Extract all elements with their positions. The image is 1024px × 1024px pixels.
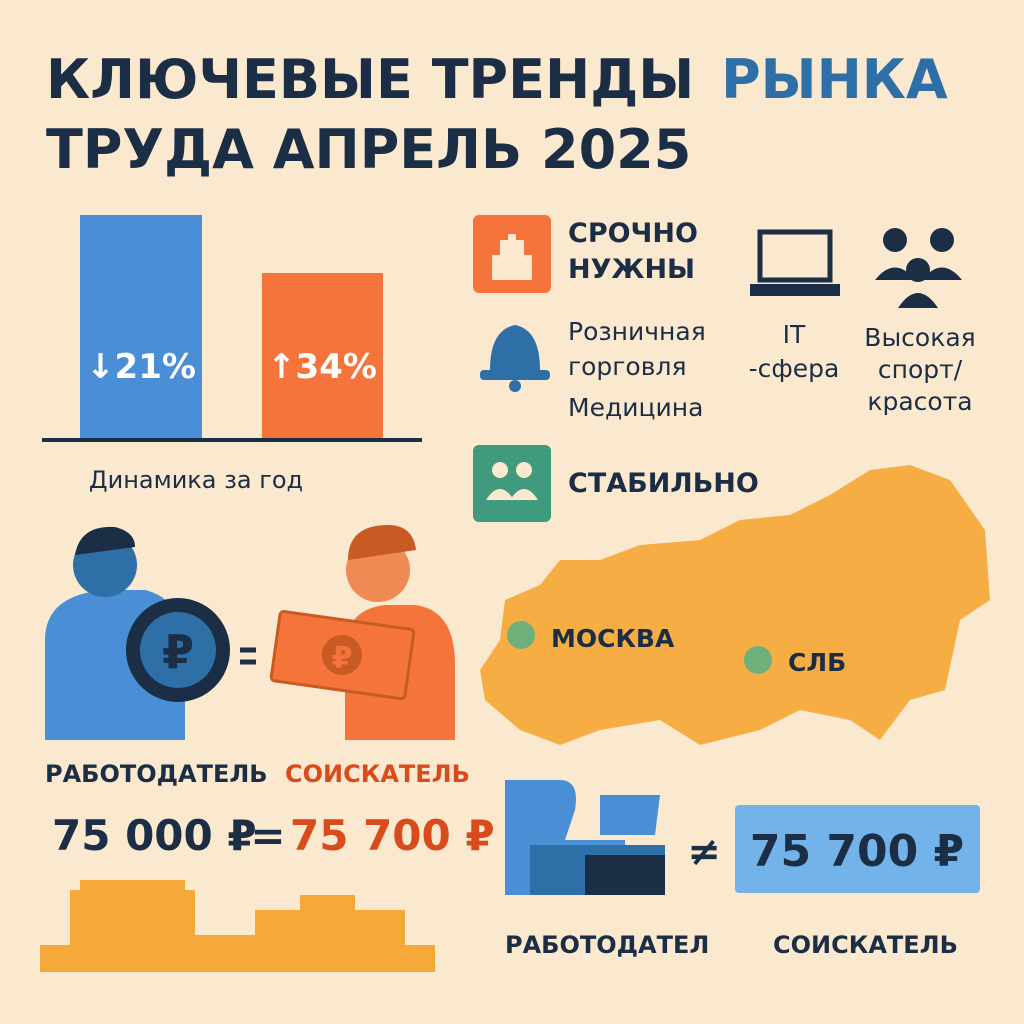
employer-amount: 75 000 ₽	[52, 811, 257, 860]
employer-label: РАБОТОДАТЕЛ	[505, 931, 709, 959]
equals-sign: =	[250, 811, 285, 860]
seeker-label: СОИСКАТЕЛЬ	[773, 931, 958, 959]
people-illustration: ₽ ₽	[45, 525, 455, 740]
sector-line: Медицина	[568, 393, 703, 422]
stable-icon	[473, 445, 551, 522]
urgent-title: НУЖНЫ	[568, 254, 695, 285]
urgent-title: СРОЧНО	[568, 218, 698, 249]
map-russia	[480, 465, 990, 745]
sector-line: Розничная	[568, 317, 706, 346]
seeker-label: СОИСКАТЕЛЬ	[285, 760, 470, 788]
bar-label: ↓21%	[86, 347, 196, 387]
bag-glyph	[492, 234, 532, 280]
city-dot	[744, 646, 772, 674]
not-equal-sign: ≠	[687, 829, 721, 875]
employer-label: РАБОТОДАТЕЛЬ	[45, 760, 268, 788]
title: КЛЮЧЕВЫЕ ТРЕНДЫ РЫНКА	[46, 48, 948, 111]
desk-illustration	[505, 780, 665, 895]
mismatch-amount: 75 700 ₽	[750, 826, 964, 877]
sector-line: спорт/	[878, 355, 963, 384]
bar-decrease	[80, 215, 202, 440]
sector-line: Высокая	[864, 323, 975, 352]
sector-line: красота	[867, 387, 972, 416]
city-label: СЛБ	[788, 648, 846, 677]
bar-increase	[262, 273, 383, 440]
title-part: КЛЮЧЕВЫЕ ТРЕНДЫ	[46, 48, 694, 111]
svg-text:₽: ₽	[332, 641, 353, 676]
seeker-amount: 75 700 ₽	[290, 811, 495, 860]
sector-line: горговля	[568, 352, 686, 381]
bell-icon	[480, 325, 550, 392]
laptop-base	[750, 284, 840, 296]
stable-glyph	[486, 462, 538, 500]
laptop-icon	[757, 229, 833, 283]
city-label: МОСКВА	[551, 624, 675, 653]
bar-label: ↑34%	[267, 347, 377, 387]
title-highlight: РЫНКА	[721, 48, 948, 111]
city-dot	[507, 621, 535, 649]
people-icon	[875, 228, 962, 308]
sector-line: -сфера	[749, 354, 840, 383]
svg-text:₽: ₽	[162, 625, 194, 679]
buildings	[40, 880, 435, 972]
sector-line: IT	[783, 320, 806, 349]
caption: Динамика за год	[89, 466, 303, 494]
title-line2: ТРУДА АПРЕЛЬ 2025	[46, 118, 691, 181]
stable-title: СТАБИЛЬНО	[568, 468, 759, 499]
amount-box	[735, 805, 980, 893]
